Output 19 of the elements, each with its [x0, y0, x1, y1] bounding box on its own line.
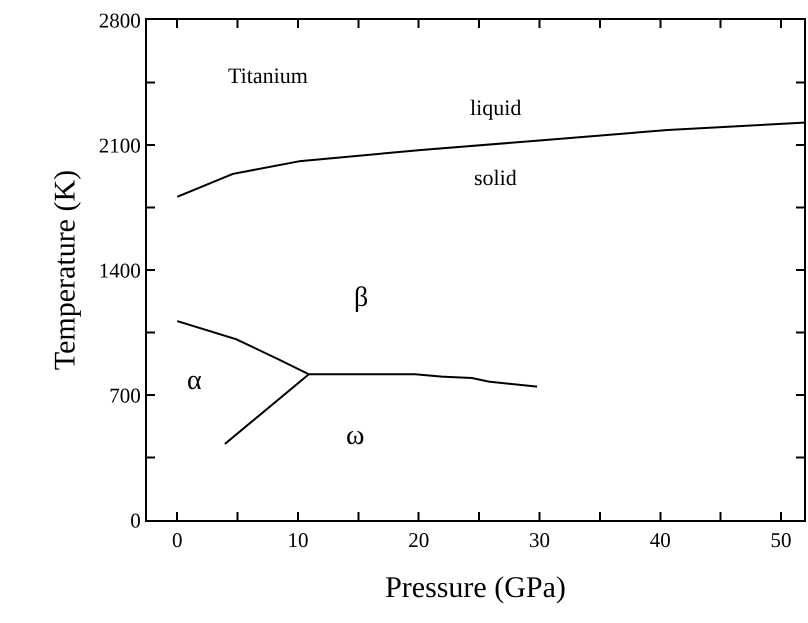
- annotation: ω: [346, 420, 364, 451]
- annotation: liquid: [470, 95, 522, 120]
- x-tick-label: 10: [287, 528, 308, 552]
- x-tick-label: 30: [529, 528, 550, 552]
- y-tick-label: 2100: [98, 133, 141, 158]
- annotation: solid: [474, 165, 517, 190]
- y-tick-label: 2800: [98, 8, 141, 32]
- y-axis-title: Temperature (K): [48, 170, 82, 370]
- y-tick-label: 1400: [98, 258, 141, 282]
- y-tick-label: 0: [130, 508, 141, 532]
- x-tick-label: 0: [172, 528, 182, 552]
- annotation: Titanium: [228, 63, 308, 88]
- annotation: β: [354, 282, 368, 313]
- annotation: α: [187, 365, 202, 396]
- x-tick-label: 20: [408, 528, 430, 552]
- x-tick-label: 50: [770, 528, 792, 552]
- y-tick-label: 700: [109, 383, 141, 408]
- x-tick-label: 40: [650, 528, 671, 552]
- x-axis-title: Pressure (GPa): [385, 571, 566, 604]
